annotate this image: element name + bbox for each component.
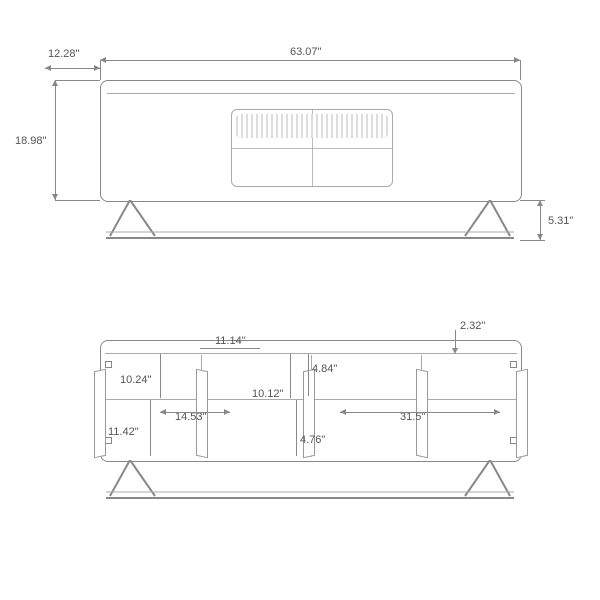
center-panel [231, 109, 393, 187]
dim-line [200, 348, 260, 349]
door-open-1 [94, 369, 106, 459]
dim-line [150, 400, 151, 456]
dim-line [340, 412, 500, 413]
hinge-icon [510, 361, 517, 368]
arrow-icon [224, 409, 230, 415]
dim-line [160, 354, 161, 398]
dim-line-width [100, 60, 520, 61]
extension-line [520, 240, 545, 241]
top-edge [107, 93, 515, 94]
dim-width-total: 63.07" [290, 46, 321, 58]
extension-line [520, 200, 545, 201]
furniture-dimension-diagram: { "image": { "width": 600, "height": 600… [0, 0, 600, 600]
dim-left-upper: 10.24" [120, 374, 151, 386]
dim-leg-height: 5.31" [548, 215, 573, 227]
dim-line-height [55, 80, 56, 200]
dim-height-body: 18.98" [15, 135, 46, 147]
hinge-icon [105, 361, 112, 368]
extension-line [55, 80, 100, 81]
dim-left-lower: 11.42" [108, 426, 139, 438]
arrow-icon [494, 409, 500, 415]
dim-lower-shelf: 4.76" [300, 434, 325, 446]
dim-line [160, 412, 230, 413]
extension-line [100, 60, 101, 80]
dim-depth: 12.28" [48, 48, 79, 60]
dim-line [296, 400, 297, 456]
dim-top-thickness: 2.32" [460, 320, 485, 332]
dim-line-depth [45, 68, 100, 69]
arrow-icon [94, 65, 100, 71]
dim-shelf-width: 11.14" [215, 335, 246, 347]
fluted-glass [236, 114, 388, 138]
dim-line [290, 354, 291, 398]
dim-line [308, 354, 309, 396]
extension-line [55, 200, 100, 201]
center-shelf [232, 148, 392, 149]
arrow-icon [45, 65, 51, 71]
door-open-5 [516, 369, 528, 459]
dim-upper-opening: 4.84" [312, 363, 337, 375]
legs-closed [100, 200, 520, 244]
cabinet-closed [100, 80, 522, 202]
arrow-icon [160, 409, 166, 415]
arrow-icon [452, 348, 458, 354]
dim-mid-upper: 10.12" [252, 388, 283, 400]
extension-line [520, 60, 521, 80]
legs-open [100, 460, 520, 504]
hinge-icon [105, 437, 112, 444]
arrow-icon [340, 409, 346, 415]
